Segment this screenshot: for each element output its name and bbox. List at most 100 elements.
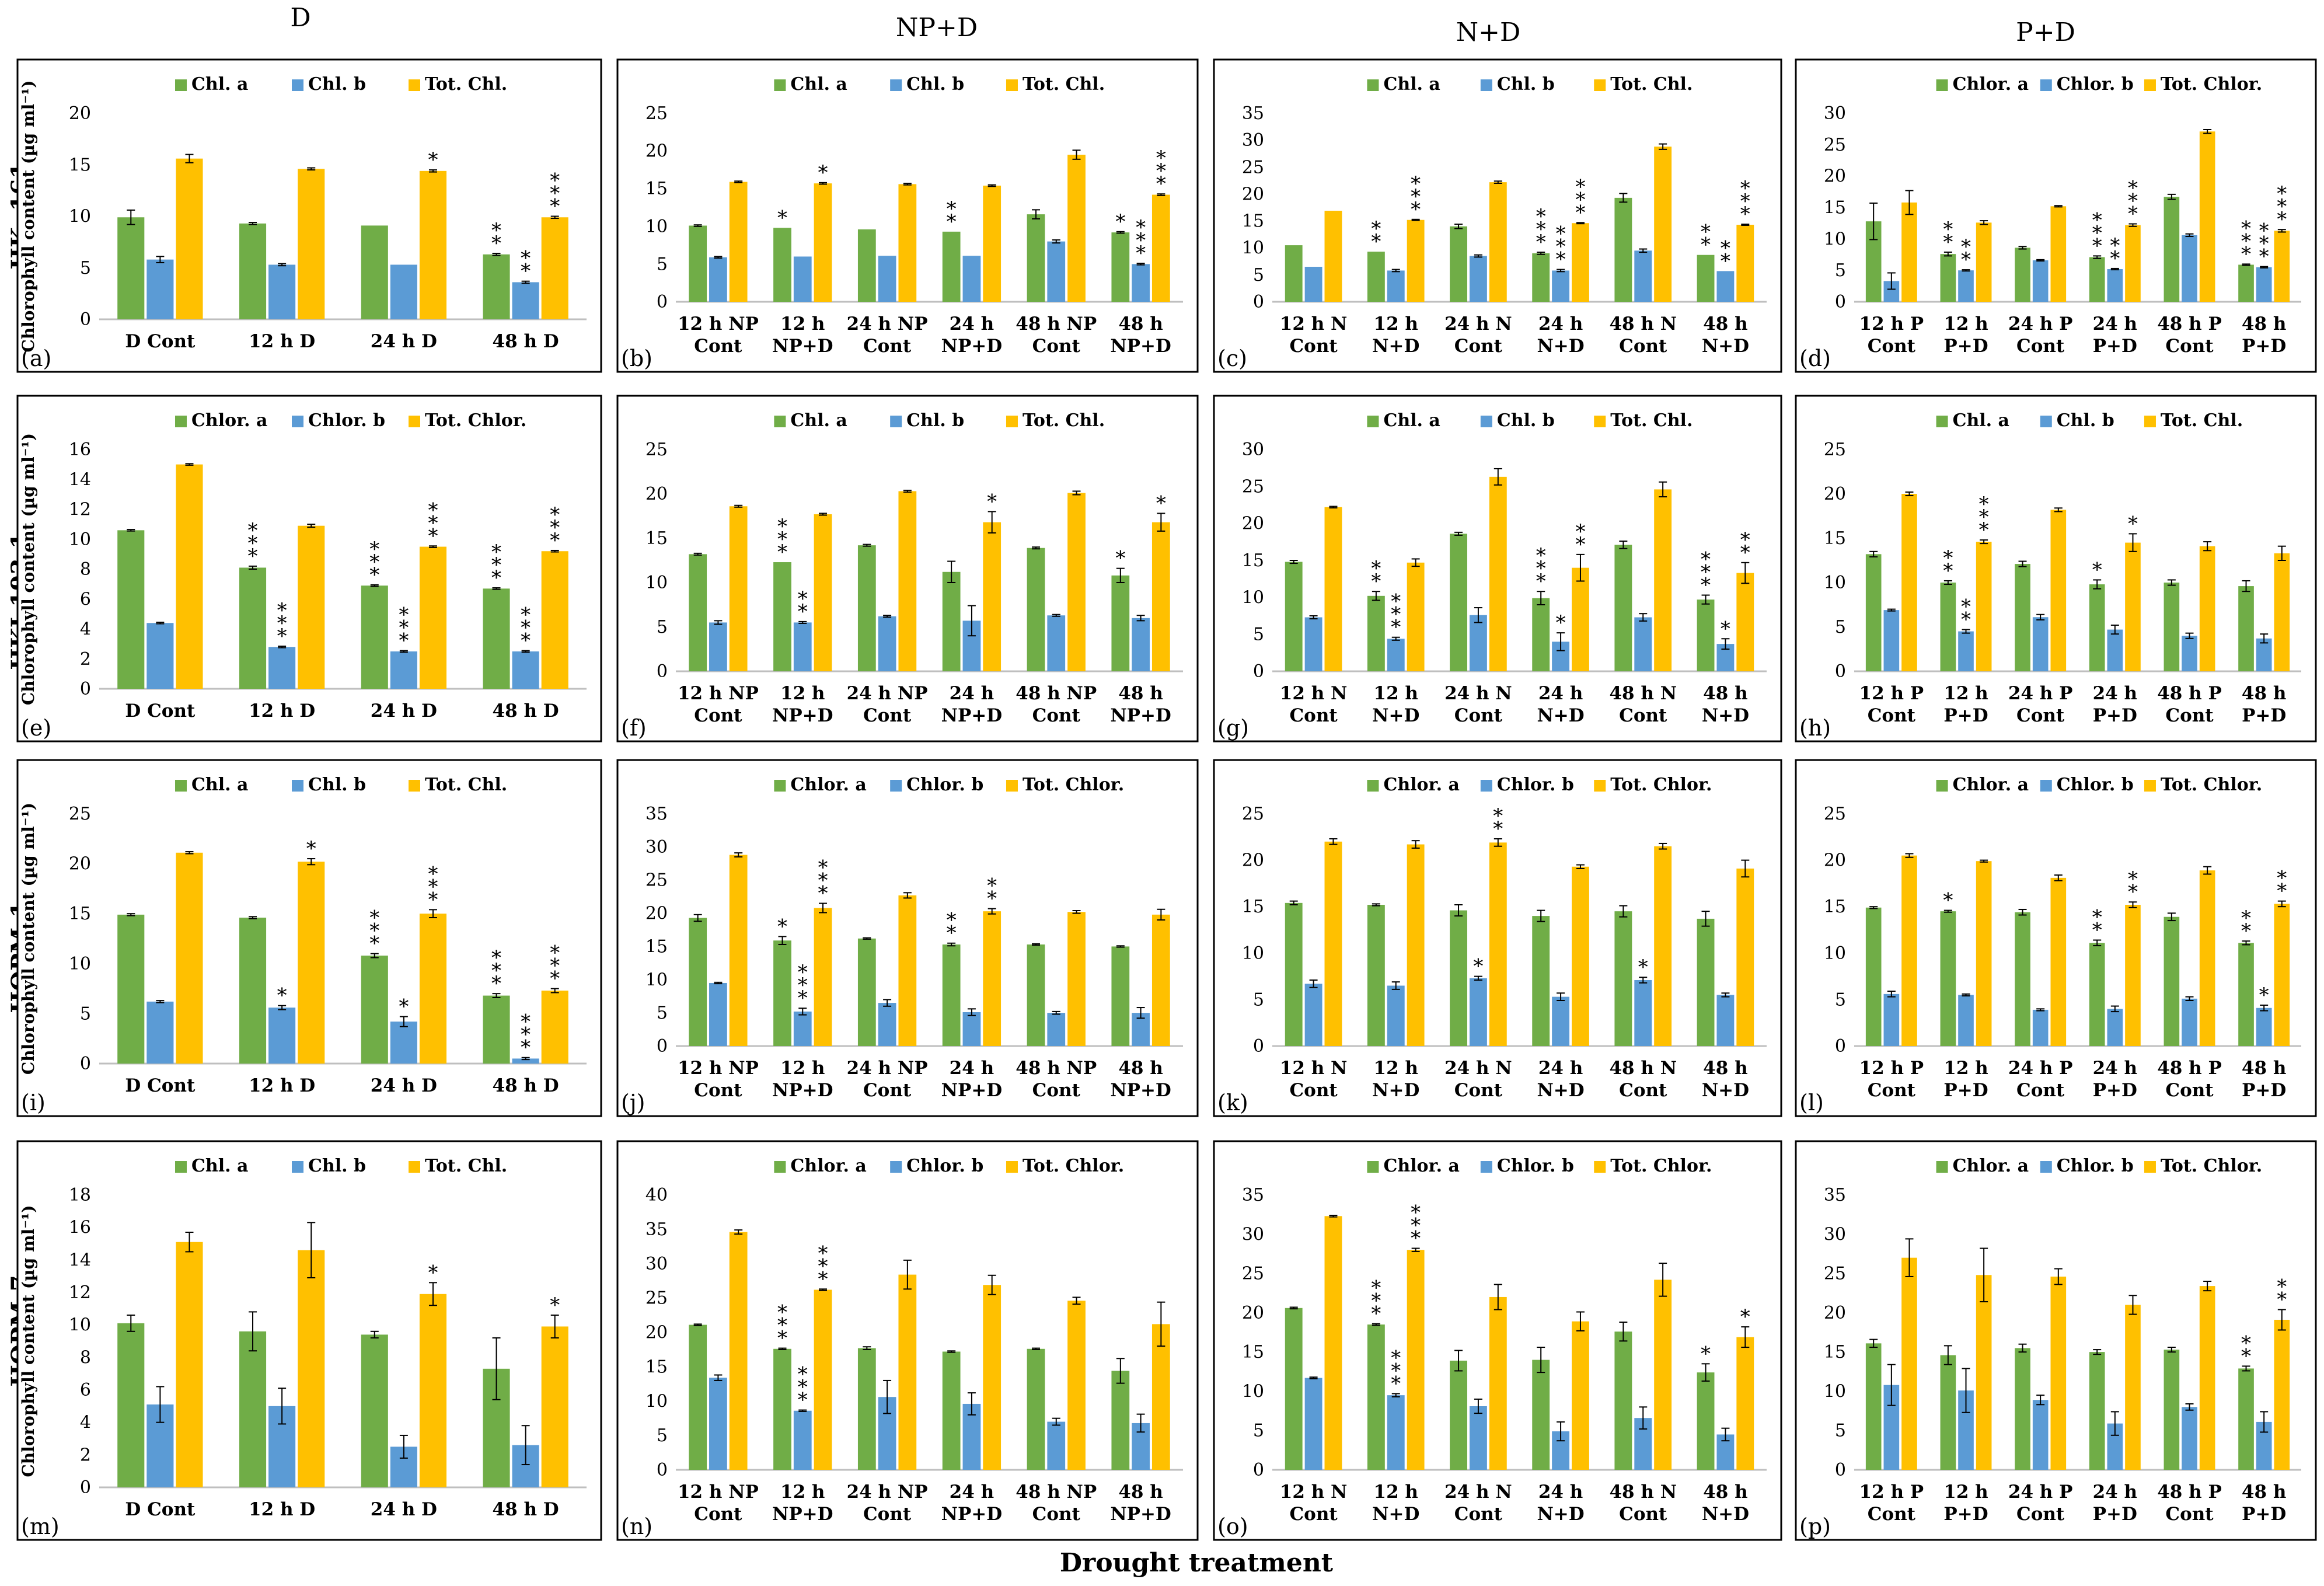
x-category-label: Cont [2165, 336, 2214, 357]
legend-label-total: Tot. Chlor. [425, 410, 526, 431]
significance-marker: * * * [1556, 222, 1566, 271]
bar-chl_b [1552, 270, 1570, 302]
bar-chl_a [483, 995, 510, 1064]
significance-marker: * * * [521, 604, 531, 653]
bar-total [2199, 870, 2215, 1046]
bar-total [176, 1242, 203, 1487]
y-tick-label: 15 [1242, 897, 1264, 917]
legend-swatch-chl_b [890, 780, 902, 792]
bar-chl_a [2015, 912, 2030, 1046]
significance-marker: * [428, 1261, 438, 1284]
bar-chl_a [1367, 252, 1385, 302]
y-tick-label: 0 [1835, 1460, 1846, 1480]
x-category-label: 48 h P [2157, 313, 2222, 334]
bar-total [1067, 155, 1086, 302]
bar-chl_b [1047, 1421, 1066, 1470]
x-category-label: 24 h P [2008, 1058, 2073, 1079]
column-title-np-d: NP+D [896, 13, 978, 43]
x-category-label: 12 h D [249, 1499, 315, 1520]
x-category-label: 12 h N [1280, 313, 1348, 334]
legend-label-chl_b: Chl. b [308, 1156, 366, 1176]
y-tick-label: 0 [1835, 1036, 1846, 1057]
bar-chl_a [2164, 583, 2180, 671]
legend-swatch-total [1006, 780, 1018, 792]
x-category-label: NP+D [941, 336, 1003, 357]
legend-label-chl_a: Chl. a [191, 74, 248, 95]
x-category-label: P+D [2242, 1080, 2286, 1101]
x-category-label: 24 h [950, 1482, 994, 1503]
bar-chl_a [239, 918, 267, 1064]
y-tick-label: 0 [80, 1477, 91, 1498]
bar-chl_a [773, 940, 791, 1046]
bar-total [1976, 861, 1992, 1046]
panel-o: Chlor. a Chlor. b Tot. Chlor. 0 5 10 15 20 25 30 3… [1213, 1140, 1782, 1541]
significance-marker: * [550, 1294, 560, 1317]
legend-label-chl_b: Chl. b [2057, 410, 2114, 431]
bar-chl_a [1450, 226, 1467, 302]
legend-swatch-chl_b [2040, 780, 2052, 792]
bar-chl_a [2238, 586, 2254, 671]
bar-total [898, 491, 917, 671]
y-tick-label: 30 [1824, 103, 1846, 124]
y-tick-label: 0 [1253, 1036, 1264, 1057]
bar-chl_a [2089, 1352, 2105, 1470]
y-tick-label: 5 [657, 1425, 668, 1446]
bar-total [541, 217, 568, 319]
x-category-label: 48 h NP [1016, 683, 1097, 704]
x-category-label: Cont [2016, 705, 2065, 726]
y-tick-label: 12 [69, 1282, 91, 1303]
bar-total [2050, 510, 2067, 671]
bar-chl_b [1469, 256, 1487, 302]
significance-marker: * * * [1411, 172, 1421, 221]
bar-total [1572, 866, 1589, 1046]
legend-label-chl_a: Chlor. a [1953, 74, 2029, 95]
x-category-label: 24 h [950, 1058, 994, 1079]
y-tick-label: 0 [657, 1460, 668, 1480]
significance-marker: * [1740, 1305, 1750, 1329]
panel-n: Chlor. a Chlor. b Tot. Chlor. 0 5 10 15 20 25 30 3… [616, 1140, 1199, 1541]
bar-chl_a [2164, 916, 2180, 1046]
bar-chl_a [239, 1331, 267, 1487]
bar-total [1489, 182, 1507, 302]
x-category-label: 12 h [1943, 1058, 1988, 1079]
x-category-label: Cont [694, 1080, 742, 1101]
x-category-label: NP+D [772, 1080, 833, 1101]
x-category-label: Cont [2165, 1504, 2214, 1525]
x-category-label: 12 h [780, 683, 825, 704]
y-tick-label: 5 [1253, 265, 1264, 285]
bar-total [1489, 1296, 1507, 1470]
x-category-label: 24 h [2093, 1482, 2137, 1503]
bar-chl_a [857, 1348, 876, 1470]
significance-marker: * [1701, 1342, 1711, 1365]
bar-chl_b [709, 1378, 727, 1470]
y-tick-label: 25 [645, 440, 668, 460]
x-category-label: 48 h D [493, 1499, 559, 1520]
x-category-label: P+D [2093, 1504, 2137, 1525]
bar-chl_a [1027, 944, 1045, 1046]
y-tick-label: 15 [1824, 1342, 1846, 1362]
bar-chl_b [2256, 1008, 2272, 1046]
bar-chl_b [2032, 1009, 2049, 1046]
x-category-label: Cont [1619, 1080, 1667, 1101]
legend-label-chl_b: Chl. b [906, 74, 964, 95]
significance-marker: * * * [818, 856, 828, 905]
bar-total [1407, 844, 1425, 1046]
x-category-label: NP+D [772, 705, 833, 726]
x-category-label: 24 h [1538, 1482, 1583, 1503]
bar-chl_a [2089, 943, 2105, 1046]
legend-swatch-total [409, 416, 420, 427]
bar-total [1736, 573, 1754, 671]
x-category-label: Cont [2165, 1080, 2214, 1101]
significance-marker: * * * [2092, 208, 2102, 257]
legend-swatch-chl_b [292, 79, 303, 91]
bar-chl_a [1027, 214, 1045, 302]
y-tick-label: 5 [1835, 617, 1846, 637]
panel-c: Chl. a Chl. b Tot. Chl. 0 5 10 15 20 25 30 35 12 h … [1213, 58, 1782, 373]
significance-marker: * * * [777, 515, 787, 564]
x-category-label: 24 h [1538, 1058, 1583, 1079]
bar-chl_a [1450, 910, 1467, 1046]
bar-chl_b [1132, 264, 1150, 302]
y-tick-label: 0 [80, 679, 91, 699]
bar-chl_b [1469, 615, 1487, 671]
x-category-label: 12 h [780, 313, 825, 334]
